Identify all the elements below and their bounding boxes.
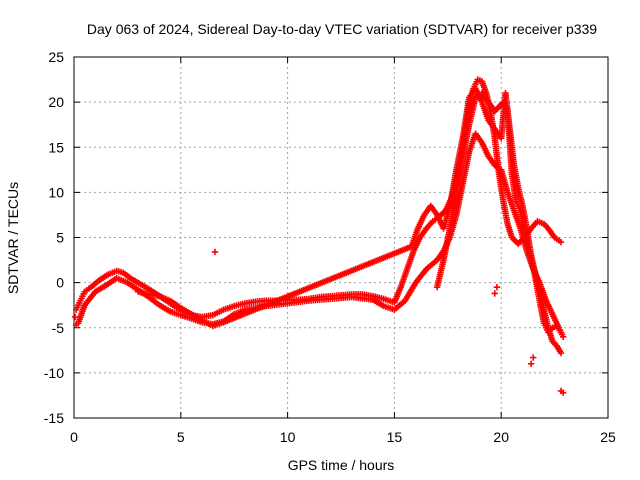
y-tick-label: -5 [52,320,65,336]
data-point-marker [71,313,79,321]
data-point-marker [493,283,501,291]
y-tick-label: 0 [56,275,64,291]
y-tick-label: 15 [48,139,64,155]
series-1 [75,130,567,340]
y-tick-labels: -15 -10 -5 0 5 10 15 20 25 [44,49,64,426]
x-tick-label: 5 [177,429,185,445]
x-tick-label: 25 [600,429,616,445]
x-tick-label: 15 [387,429,403,445]
x-axis-label: GPS time / hours [288,457,395,473]
data-point-marker [211,248,219,256]
data-markers [71,76,567,396]
series-4 [71,248,567,396]
plot-frame [73,56,609,419]
x-tick-labels: 0 5 10 15 20 25 [70,429,616,445]
data-point-marker [527,360,535,368]
data-point-marker [559,389,567,396]
y-tick-label: -15 [44,410,64,426]
data-point-marker [557,349,565,357]
y-axis-label: SDTVAR / TECUs [5,182,21,294]
data-point-marker [557,238,565,246]
chart-title: Day 063 of 2024, Sidereal Day-to-day VTE… [87,21,597,37]
data-point-marker [557,329,565,336]
data-point-marker [72,321,80,329]
series-3 [433,89,565,336]
y-tick-label: -10 [44,365,64,381]
y-tick-label: 25 [48,49,64,65]
x-tick-label: 10 [280,429,296,445]
x-tick-label: 0 [70,429,78,445]
series-2 [134,85,565,357]
x-tick-label: 20 [493,429,509,445]
data-point-marker [559,333,567,340]
data-point-marker [491,290,498,297]
y-tick-label: 20 [48,94,64,110]
y-tick-label: 5 [56,230,64,246]
data-point-marker [530,354,537,361]
y-tick-label: 10 [48,184,64,200]
